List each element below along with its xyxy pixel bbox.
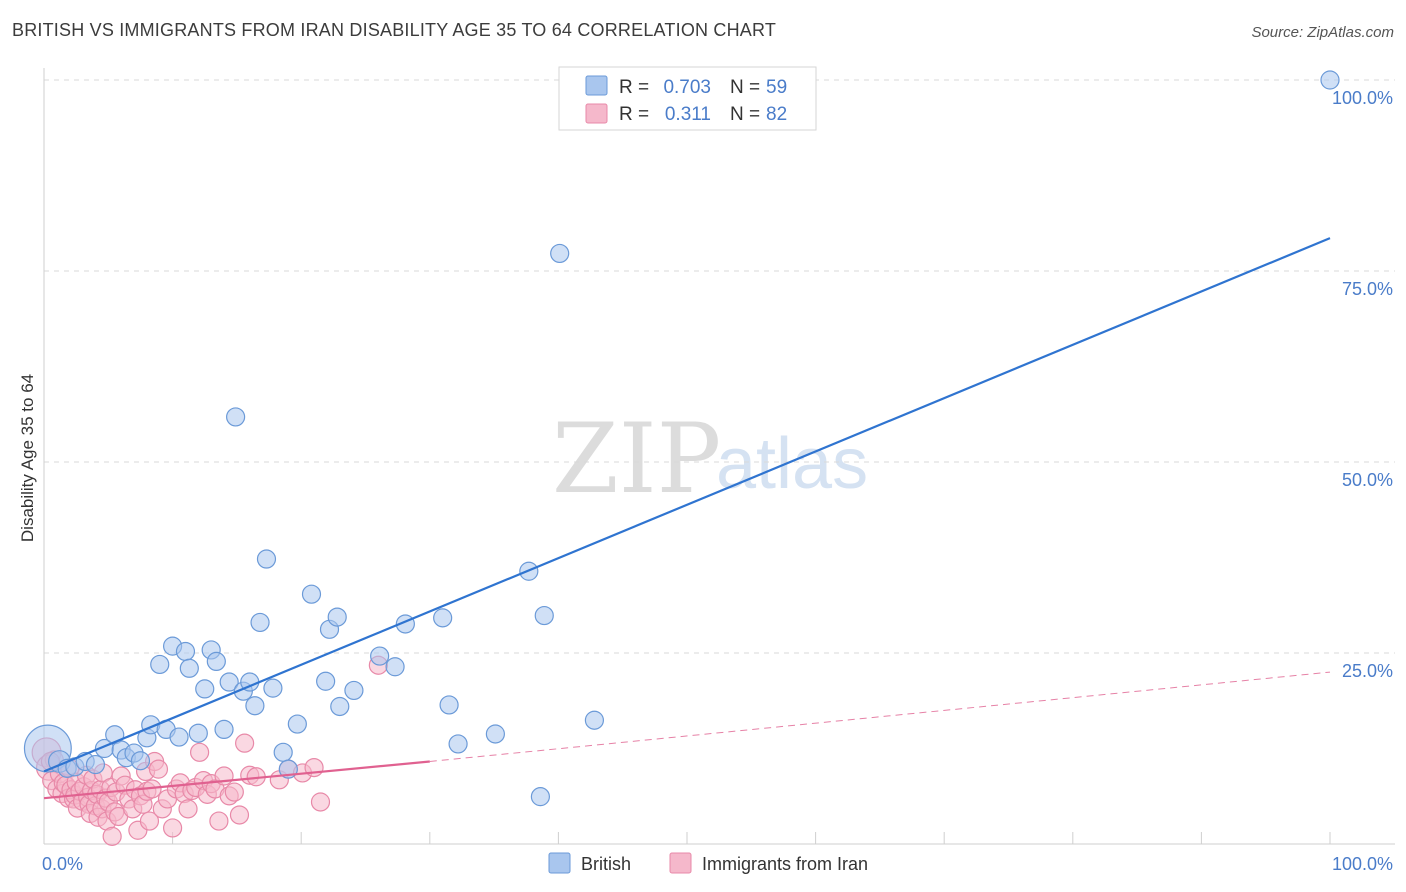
y-axis-label: Disability Age 35 to 64 bbox=[18, 374, 37, 542]
legend-british-r-label: R = bbox=[619, 77, 649, 98]
british-point bbox=[433, 608, 453, 628]
british-point bbox=[550, 243, 570, 264]
iran-point bbox=[178, 799, 198, 819]
legend-british-n-value: 59 bbox=[766, 77, 787, 98]
iran-point bbox=[229, 805, 250, 825]
watermark-zip: ZIP bbox=[552, 403, 721, 515]
series-legend: British Immigrants from Iran bbox=[548, 852, 868, 874]
british-point bbox=[188, 723, 208, 743]
iran-point bbox=[235, 733, 255, 753]
gridlines bbox=[44, 79, 1395, 654]
british-point bbox=[169, 727, 189, 747]
bottom-legend-swatch-british bbox=[548, 852, 571, 874]
legend-iran-r-label: R = bbox=[619, 104, 649, 125]
legend-british-n-label: N = bbox=[730, 77, 760, 98]
british-point bbox=[273, 742, 293, 762]
bottom-legend-swatch-iran bbox=[669, 852, 692, 874]
british-point bbox=[316, 671, 336, 691]
legend-iran-r-value: 0.311 bbox=[665, 104, 711, 125]
source-label: Source: ZipAtlas.com bbox=[1251, 24, 1394, 41]
british-point bbox=[1320, 70, 1340, 90]
british-point bbox=[385, 657, 405, 677]
british-point bbox=[344, 680, 364, 701]
british-point bbox=[130, 751, 151, 771]
british-point bbox=[448, 734, 468, 754]
y-tick-label: 100.0% bbox=[1332, 88, 1393, 108]
british-point bbox=[530, 787, 550, 807]
british-point bbox=[330, 696, 350, 717]
axes bbox=[43, 68, 1395, 845]
british-point bbox=[485, 724, 505, 744]
british-point bbox=[179, 658, 199, 678]
iran-point bbox=[139, 811, 160, 831]
iran-point bbox=[190, 742, 210, 762]
british-points bbox=[23, 70, 1340, 807]
legend-iran-n-value: 82 bbox=[766, 104, 787, 125]
british-point bbox=[206, 651, 226, 672]
legend-swatch-british bbox=[585, 75, 608, 96]
british-point bbox=[175, 641, 196, 662]
british-point bbox=[219, 672, 239, 692]
british-trend-line bbox=[43, 237, 1331, 773]
iran-point bbox=[163, 818, 183, 838]
iran-trend-line-extended bbox=[429, 671, 1331, 762]
y-tick-label: 25.0% bbox=[1342, 661, 1393, 681]
y-tick-label: 50.0% bbox=[1342, 470, 1393, 490]
bottom-legend-label-british: British bbox=[581, 854, 631, 874]
british-point bbox=[226, 407, 246, 427]
british-point bbox=[263, 678, 283, 698]
x-tick-label-min: 0.0% bbox=[42, 854, 83, 874]
british-point bbox=[534, 605, 554, 626]
iran-point bbox=[310, 792, 331, 812]
british-point bbox=[439, 695, 459, 715]
british-point bbox=[327, 607, 347, 627]
iran-point bbox=[224, 782, 244, 802]
stats-legend: R = 0.703 N = 59 R = 0.311 N = 82 bbox=[558, 66, 817, 131]
chart-title: BRITISH VS IMMIGRANTS FROM IRAN DISABILI… bbox=[12, 20, 777, 40]
british-point bbox=[250, 612, 270, 633]
y-tick-labels: 100.0% 75.0% 50.0% 25.0% bbox=[1332, 88, 1393, 681]
legend-iran-n-label: N = bbox=[730, 104, 760, 125]
iran-point bbox=[209, 811, 229, 831]
british-point bbox=[584, 710, 605, 730]
bottom-legend-label-iran: Immigrants from Iran bbox=[702, 854, 868, 874]
british-point bbox=[195, 679, 215, 699]
iran-point bbox=[148, 759, 169, 779]
british-point bbox=[301, 584, 322, 604]
y-tick-label: 75.0% bbox=[1342, 279, 1393, 299]
british-point bbox=[287, 714, 307, 734]
british-point bbox=[245, 696, 265, 716]
iran-point bbox=[102, 826, 122, 846]
british-point bbox=[256, 549, 277, 569]
british-point bbox=[85, 754, 106, 775]
iran-trend-line bbox=[43, 760, 430, 800]
legend-swatch-iran bbox=[585, 103, 608, 124]
legend-british-r-value: 0.703 bbox=[663, 77, 711, 98]
british-point bbox=[370, 646, 390, 666]
british-point bbox=[214, 719, 234, 740]
british-point bbox=[150, 654, 170, 675]
trend-lines bbox=[43, 237, 1331, 800]
watermark-atlas: atlas bbox=[716, 424, 868, 504]
x-tick-label-max: 100.0% bbox=[1332, 854, 1393, 874]
